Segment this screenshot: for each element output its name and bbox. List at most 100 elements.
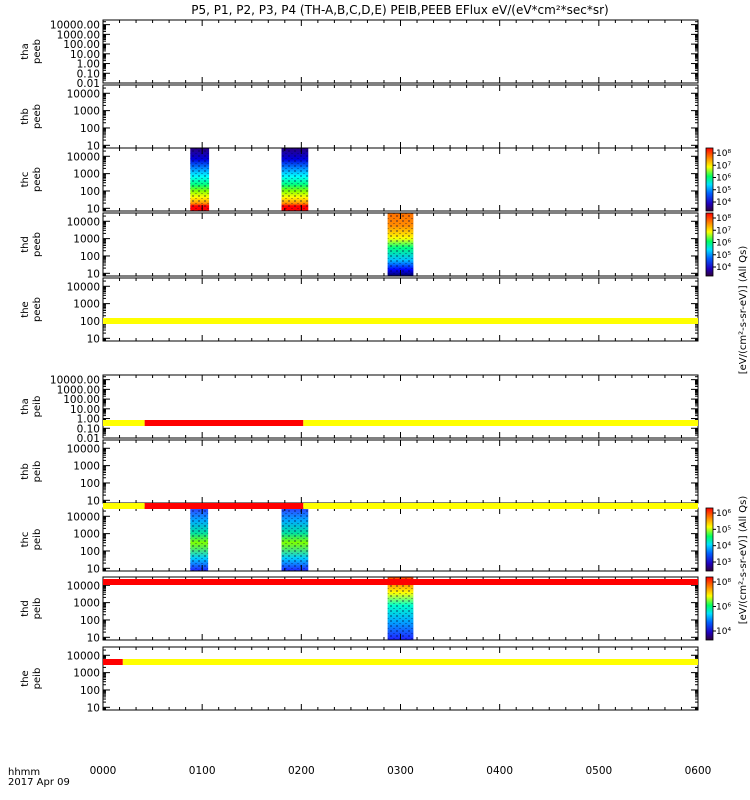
data-texture-thd-peeb-0 (387, 213, 414, 276)
panel-label-probe: thd (20, 600, 31, 617)
y-tick-label: 10 (87, 632, 100, 644)
colorbar-thc-peib: 10⁶ 10⁵ 10⁴ 10³ (705, 507, 731, 572)
time-tick-label: 0000 (90, 765, 117, 777)
colorbar-strip (705, 147, 714, 212)
y-tick-label: 100 (80, 615, 100, 627)
panel-label-probe: thc (20, 532, 31, 548)
colorbar-tick-label: 10⁴ (716, 263, 731, 273)
panel-thd-peeb: 10000 1000 100 10 thd peeb (20, 212, 699, 280)
y-tick-label: 10000 (67, 650, 100, 662)
panel-frame (102, 84, 699, 149)
flag-bar-1-2 (303, 420, 698, 426)
panel-label-product: peib (32, 529, 43, 551)
flag-bar-4-0 (103, 659, 123, 665)
y-tick-label: 10000 (67, 580, 100, 592)
y-tick-label: 1000 (73, 529, 100, 541)
flag-bar-2-0 (103, 503, 145, 509)
panel-label-probe: thc (20, 172, 31, 188)
panel-frame (102, 19, 699, 84)
colorbar-label-peeb: [eV/(cm²-s-sr-eV)] (All Qs) (738, 246, 749, 375)
flag-bar-0-0 (103, 318, 698, 324)
colorbar-strip (705, 576, 714, 641)
time-axis-label: hhmm (8, 767, 40, 778)
panel-label-product: peeb (32, 39, 43, 64)
y-tick-label: 1000 (73, 106, 100, 118)
y-tick-label: 1.00 (77, 59, 100, 71)
y-tick-label: 10 (87, 203, 100, 215)
panel-thb-peib: 10000 1000 100 10 thb peib (20, 439, 699, 507)
y-tick-label: 100 (80, 251, 100, 263)
y-tick-label: 1000 (73, 234, 100, 246)
y-tick-label: 1000 (73, 169, 100, 181)
y-tick-label: 0.10 (77, 68, 100, 80)
panel-frame (102, 374, 699, 439)
y-tick-label: 10 (87, 140, 100, 152)
flag-bar-2-2 (303, 503, 698, 509)
y-tick-label: 10 (87, 702, 100, 714)
panel-label-probe: thd (20, 236, 31, 253)
data-texture-thd-peib-0 (387, 577, 414, 640)
data-texture-thc-peib-1 (281, 508, 309, 571)
colorbar-tick-label: 10⁴ (716, 627, 731, 637)
panel-label-product: peeb (32, 104, 43, 129)
y-tick-label: 10000 (67, 151, 100, 163)
y-tick-label: 10.00 (70, 404, 100, 416)
panel-label-probe: thb (20, 108, 31, 125)
y-tick-label: 100 (80, 123, 100, 135)
panel-label-product: peib (32, 461, 43, 483)
flag-bar-3-0 (103, 579, 698, 585)
panel-thb-peeb: 10000 1000 100 10 thb peeb (20, 84, 699, 152)
y-tick-label: 10000 (67, 88, 100, 100)
time-tick-label: 0300 (387, 765, 414, 777)
panel-frame (102, 646, 699, 711)
y-tick-label: 1000 (73, 668, 100, 680)
colorbar-tick-label: 10⁵ (716, 525, 731, 535)
time-tick-label: 0500 (585, 765, 612, 777)
colorbar-tick-label: 10⁸ (716, 149, 731, 159)
panel-label-product: peeb (32, 297, 43, 322)
colorbar-tick-label: 10⁷ (716, 161, 731, 171)
y-tick-label: 10.00 (70, 49, 100, 61)
panel-label-probe: tha (20, 43, 31, 59)
flag-bar-4-1 (122, 659, 699, 665)
y-tick-label: 100.00 (63, 39, 100, 51)
y-tick-label: 10000 (67, 216, 100, 228)
y-tick-label: 10000 (67, 281, 100, 293)
y-tick-label: 1000 (73, 461, 100, 473)
panel-label-product: peeb (32, 167, 43, 192)
panel-label-product: peib (32, 668, 43, 690)
colorbar-tick-label: 10⁶ (716, 239, 731, 249)
colorbar-tick-label: 10⁴ (716, 198, 731, 208)
colorbar-tick-label: 10⁴ (716, 542, 731, 552)
y-tick-label: 0.10 (77, 423, 100, 435)
y-tick-label: 10000 (67, 443, 100, 455)
panel-thd-peib: 10000 1000 100 10 thd peib (20, 576, 699, 644)
y-tick-label: 1000 (73, 598, 100, 610)
time-tick-label: 0200 (288, 765, 315, 777)
colorbar-tick-label: 10⁵ (716, 251, 731, 261)
time-axis-date: 2017 Apr 09 (8, 777, 70, 788)
y-tick-label: 1.00 (77, 414, 100, 426)
data-texture-thc-peib-0 (190, 508, 209, 571)
y-tick-label: 100 (80, 316, 100, 328)
panel-label-product: peeb (32, 232, 43, 257)
time-tick-label: 0600 (685, 765, 712, 777)
flag-bar-1-1 (144, 420, 304, 426)
panel-label-probe: the (20, 301, 31, 317)
colorbar-tick-label: 10⁶ (716, 174, 731, 184)
panel-label-product: peib (32, 396, 43, 418)
y-tick-label: 100 (80, 478, 100, 490)
colorbar-tick-label: 10⁸ (716, 214, 731, 224)
panel-label-probe: tha (20, 398, 31, 414)
panel-thc-peeb: 10000 1000 100 10 thc peeb (20, 147, 699, 215)
time-axis: 0000 0100 0200 0300 0400 0500 0600 (90, 765, 712, 777)
colorbar-strip (705, 212, 714, 277)
y-tick-label: 10000.00 (50, 20, 100, 32)
y-tick-label: 10 (87, 495, 100, 507)
colorbar-tick-label: 10⁶ (716, 509, 731, 519)
y-tick-label: 1000.00 (57, 29, 100, 41)
panel-label-product: peib (32, 598, 43, 620)
panel-the-peeb: 10000 1000 100 10 the peeb (20, 277, 699, 345)
